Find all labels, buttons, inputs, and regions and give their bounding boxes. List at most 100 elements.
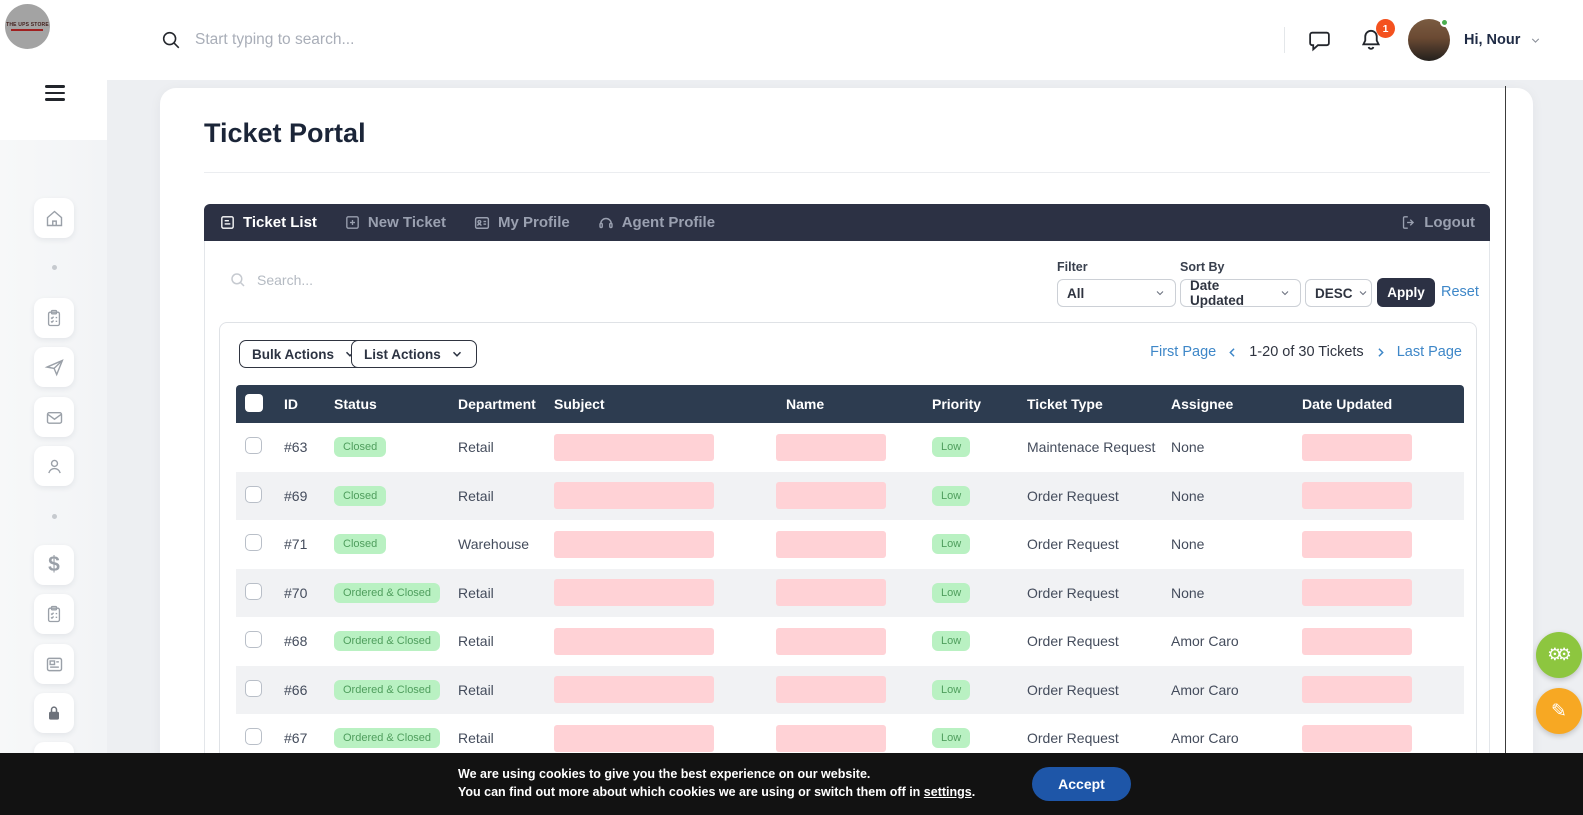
last-page-link[interactable]: Last Page [1396,344,1462,360]
ticket-type-cell: Order Request [1027,487,1119,504]
nav-agent-profile[interactable]: Agent Profile [597,214,715,232]
row-checkbox[interactable] [245,485,262,503]
chevron-down-icon [452,351,461,357]
row-checkbox[interactable] [245,582,262,600]
ticket-search-input[interactable] [257,272,557,288]
table-row[interactable]: #71 Closed Warehouse Low Order Request N… [236,520,1464,569]
row-checkbox[interactable] [245,679,262,697]
settings-gears-fab-icon[interactable]: ⚙⚙ [1536,632,1582,678]
ticket-id-cell: #68 [284,633,308,650]
chat-icon[interactable] [1307,28,1332,53]
priority-badge: Low [932,582,971,603]
ticket-id-cell: #70 [284,584,308,601]
top-bar: THE UPS STORE 1 Hi, Nour [0,0,1583,80]
name-redacted [776,482,886,510]
avatar[interactable] [1408,18,1450,61]
menu-toggle-icon[interactable] [45,85,65,101]
table-row[interactable]: #69 Closed Retail Low Order Request None [236,471,1464,520]
col-header-department: Department [458,396,536,412]
department-cell: Retail [458,730,494,747]
notifications-bell-icon[interactable]: 1 [1358,19,1395,53]
cookie-settings-link[interactable]: settings [923,784,972,799]
online-status-dot [1440,18,1449,27]
chevron-down-icon[interactable] [1529,34,1542,47]
priority-badge: Low [932,728,971,749]
main-content-card: Ticket Portal Ticket List New Ticket My … [160,88,1533,815]
bulk-actions-label: Bulk Actions [252,346,335,362]
date-updated-redacted [1302,579,1412,607]
cookie-message-line2: You can find out more about which cookie… [458,784,976,799]
department-cell: Retail [458,633,494,650]
subject-redacted [554,579,714,607]
assignee-cell: Amor Caro [1171,633,1239,650]
reset-link[interactable]: Reset [1441,284,1479,300]
subject-redacted [554,530,714,558]
table-row[interactable]: #68 Ordered & Closed Retail Low Order Re… [236,617,1464,666]
subject-redacted [554,627,714,655]
table-row[interactable]: #70 Ordered & Closed Retail Low Order Re… [236,568,1464,617]
row-checkbox[interactable] [245,631,262,649]
col-header-priority: Priority [932,396,982,412]
sidebar-item-orders[interactable] [34,594,74,634]
assignee-cell: Amor Caro [1171,730,1239,747]
cookie-message-line1: We are using cookies to give you the bes… [458,767,871,781]
ticket-table: ID Status Department Subject Name Priori… [236,385,1464,763]
sidebar-item-news[interactable] [34,644,74,684]
nav-ticket-list-label: Ticket List [243,214,317,231]
bulk-actions-button[interactable]: Bulk Actions [239,340,371,368]
logout-button[interactable]: Logout [1400,214,1475,231]
row-checkbox[interactable] [245,437,262,455]
nav-my-profile[interactable]: My Profile [473,214,570,232]
department-cell: Retail [458,584,494,601]
status-badge: Ordered & Closed [334,631,441,652]
subject-redacted [554,676,714,704]
status-badge: Closed [334,534,387,555]
sidebar-item-send[interactable] [34,347,74,387]
assignee-cell: None [1171,584,1205,601]
first-page-link[interactable]: First Page [1150,344,1217,360]
col-header-name: Name [786,396,825,412]
next-page-icon[interactable] [1373,345,1388,360]
date-updated-redacted [1302,627,1412,655]
sidebar-item-billing[interactable]: $ [34,545,74,585]
date-updated-redacted [1302,724,1412,752]
compose-pen-fab-icon[interactable]: ✎ [1536,688,1582,734]
nav-ticket-list[interactable]: Ticket List [219,214,317,231]
accept-cookies-button[interactable]: Accept [1032,767,1131,801]
ticket-id-cell: #63 [284,439,308,456]
previous-page-icon[interactable] [1225,345,1240,360]
sidebar-item-mail[interactable] [34,397,74,437]
sort-select[interactable]: Date Updated [1180,278,1301,308]
panel-search-icon [229,271,247,289]
table-header-row: ID Status Department Subject Name Priori… [236,385,1464,423]
sort-direction-select[interactable]: DESC [1305,279,1372,307]
nav-my-profile-label: My Profile [498,214,570,231]
name-redacted [776,676,886,704]
user-greeting[interactable]: Hi, Nour [1464,32,1521,48]
ticket-type-cell: Order Request [1027,536,1119,553]
name-redacted [776,724,886,752]
row-checkbox[interactable] [245,534,262,552]
priority-badge: Low [932,485,971,506]
store-logo: THE UPS STORE [5,4,50,49]
date-updated-redacted [1302,482,1412,510]
global-search-input[interactable] [195,31,615,49]
sidebar-item-tasks[interactable] [34,298,74,338]
list-actions-button[interactable]: List Actions [351,340,477,368]
table-row[interactable]: #66 Ordered & Closed Retail Low Order Re… [236,665,1464,714]
ticket-table-box: Bulk Actions List Actions First Page 1-2… [219,322,1477,800]
filter-select-value: All [1067,285,1085,301]
ticket-id-cell: #67 [284,730,308,747]
nav-new-ticket[interactable]: New Ticket [344,214,446,231]
notification-badge: 1 [1376,19,1395,38]
select-all-checkbox[interactable] [245,393,263,412]
sidebar-item-home[interactable] [34,198,74,238]
department-cell: Retail [458,439,494,456]
sidebar-item-lock[interactable] [34,693,74,733]
row-checkbox[interactable] [245,728,262,746]
sidebar-item-user[interactable] [34,446,74,486]
apply-button[interactable]: Apply [1377,278,1435,307]
filter-select[interactable]: All [1057,279,1176,307]
sidebar-group-dot [52,514,57,519]
table-row[interactable]: #63 Closed Retail Low Maintenace Request… [236,423,1464,472]
